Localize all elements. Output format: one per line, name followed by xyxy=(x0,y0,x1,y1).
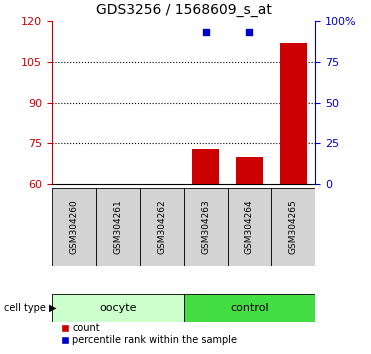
Bar xyxy=(193,149,219,184)
Title: GDS3256 / 1568609_s_at: GDS3256 / 1568609_s_at xyxy=(96,4,272,17)
Text: GSM304260: GSM304260 xyxy=(69,199,78,254)
Bar xyxy=(227,188,272,266)
Text: GSM304261: GSM304261 xyxy=(113,199,122,254)
Text: GSM304264: GSM304264 xyxy=(245,199,254,254)
Bar xyxy=(52,188,96,266)
Bar xyxy=(184,294,315,322)
Bar xyxy=(96,188,140,266)
Point xyxy=(246,29,252,35)
Text: GSM304265: GSM304265 xyxy=(289,199,298,254)
Text: oocyte: oocyte xyxy=(99,303,137,313)
Bar xyxy=(272,188,315,266)
Point xyxy=(290,13,296,18)
Bar xyxy=(52,294,184,322)
Text: cell type ▶: cell type ▶ xyxy=(4,303,56,313)
Text: GSM304262: GSM304262 xyxy=(157,199,166,254)
Bar xyxy=(184,188,227,266)
Bar xyxy=(140,188,184,266)
Legend: count, percentile rank within the sample: count, percentile rank within the sample xyxy=(57,319,241,349)
Point xyxy=(203,29,209,35)
Bar xyxy=(280,43,306,184)
Text: GSM304263: GSM304263 xyxy=(201,199,210,254)
Text: control: control xyxy=(230,303,269,313)
Bar xyxy=(236,157,263,184)
